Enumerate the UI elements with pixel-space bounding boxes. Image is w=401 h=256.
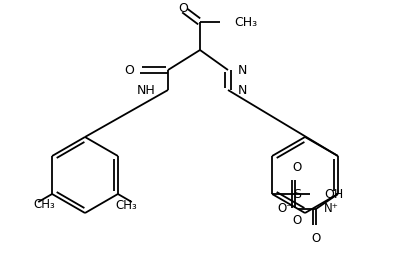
Text: NH: NH	[137, 83, 156, 97]
Text: CH₃: CH₃	[234, 16, 257, 28]
Text: N⁺: N⁺	[324, 202, 339, 216]
Text: N: N	[238, 63, 247, 77]
Text: N: N	[238, 83, 247, 97]
Text: O: O	[292, 161, 302, 174]
Text: O⁻: O⁻	[277, 202, 293, 216]
Text: CH₃: CH₃	[115, 198, 137, 211]
Text: S: S	[293, 187, 301, 200]
Text: OH: OH	[324, 187, 343, 200]
Text: CH₃: CH₃	[33, 198, 55, 211]
Text: O: O	[124, 63, 134, 77]
Text: O: O	[292, 214, 302, 227]
Text: O: O	[178, 3, 188, 16]
Text: O: O	[311, 232, 320, 245]
